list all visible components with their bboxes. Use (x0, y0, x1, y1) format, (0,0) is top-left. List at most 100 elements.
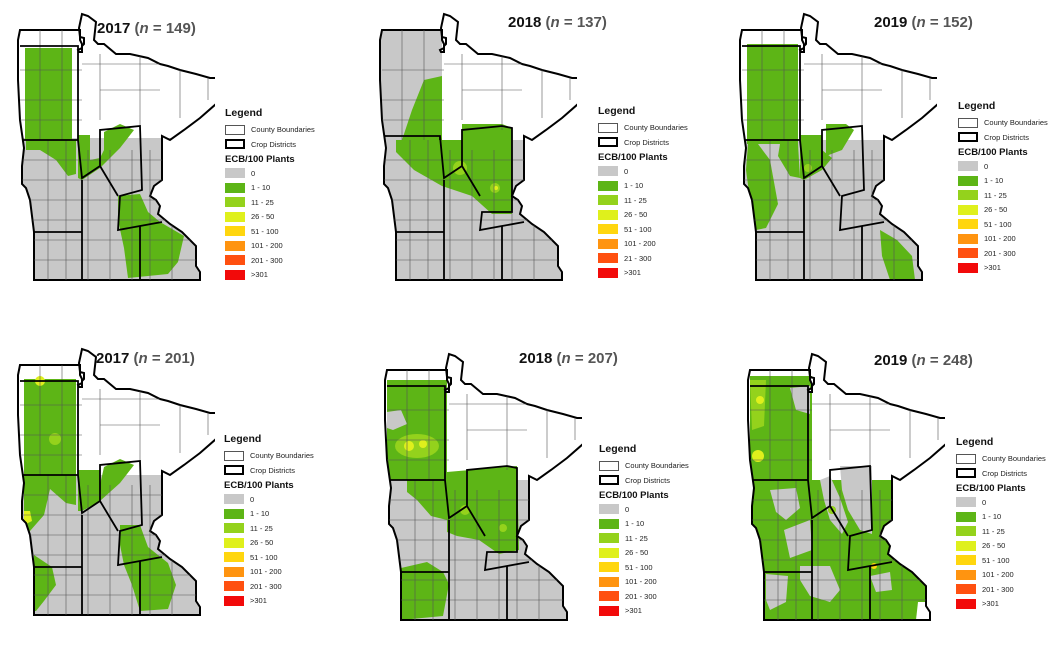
legend-class: 201 - 300 (956, 583, 1060, 596)
class-swatch (956, 555, 976, 565)
class-swatch (224, 494, 244, 504)
panel-title: 2017 (n = 201) (96, 350, 195, 367)
legend-class: 201 - 300 (958, 247, 1060, 260)
legend-title: Legend (958, 100, 996, 112)
year-label: 2017 (96, 350, 130, 367)
legend-class: >301 (958, 261, 1060, 274)
sample-size-value: 207 (587, 350, 613, 367)
legend-class: 11 - 25 (956, 525, 1060, 538)
minnesota-map (739, 13, 937, 281)
legend-class: 0 (225, 167, 345, 180)
legend-item-crop-districts: Crop Districts (598, 136, 718, 149)
class-swatch (599, 605, 619, 616)
legend-class: 51 - 100 (599, 561, 719, 574)
legend-title: Legend (224, 433, 262, 445)
class-swatch (958, 204, 978, 215)
class-swatch (225, 255, 245, 265)
legend-class: 0 (958, 160, 1060, 173)
legend-class: 26 - 50 (599, 546, 719, 559)
minnesota-map (379, 13, 577, 281)
year-label: 2019 (874, 352, 908, 369)
legend-class: 51 - 100 (956, 554, 1060, 567)
class-swatch (599, 533, 619, 543)
legend-class: 101 - 200 (225, 239, 345, 252)
class-swatch (224, 595, 244, 606)
county-boundary-swatch (598, 122, 618, 133)
legend-class: 1 - 10 (224, 507, 344, 520)
legend-class: 51 - 100 (958, 218, 1060, 231)
class-swatch (225, 211, 245, 222)
class-swatch (956, 569, 976, 580)
legend-class: 21 - 300 (598, 252, 718, 265)
map-legend: Legend County Boundaries Crop Districts … (956, 436, 1060, 612)
legend-class: >301 (599, 604, 719, 617)
legend-class: >301 (224, 594, 344, 607)
class-swatch (958, 262, 978, 273)
class-swatch (599, 576, 619, 587)
class-swatch (599, 547, 619, 558)
class-swatch (225, 197, 245, 207)
legend-class: 201 - 300 (225, 254, 345, 267)
sample-size-variable: n (138, 350, 148, 367)
sample-size-value: 149 (165, 20, 191, 37)
map-legend: Legend County Boundaries Crop Districts … (225, 107, 345, 283)
class-swatch (224, 552, 244, 562)
class-swatch (598, 166, 618, 176)
county-boundary-swatch (958, 117, 978, 128)
legend-title: Legend (598, 105, 636, 117)
legend-class: 1 - 10 (598, 179, 718, 192)
legend-class: 201 - 300 (599, 590, 719, 603)
legend-scale-title: ECB/100 Plants (956, 482, 1026, 494)
legend-item-county-boundaries: County Boundaries (225, 123, 345, 136)
sample-size-value: 248 (942, 352, 968, 369)
legend-class: 51 - 100 (225, 225, 345, 238)
class-swatch (598, 180, 618, 191)
legend-item-crop-districts: Crop Districts (599, 474, 719, 487)
class-swatch (598, 224, 618, 234)
panel-title: 2019 (n = 248) (874, 352, 973, 369)
class-swatch (956, 584, 976, 594)
legend-class: 1 - 10 (225, 181, 345, 194)
year-label: 2018 (508, 14, 542, 31)
class-swatch (958, 175, 978, 186)
map-panel-2019-248: 2019 (n = 248) Legend County Boundaries … (730, 340, 1060, 650)
year-label: 2019 (874, 14, 908, 31)
legend-class: 1 - 10 (956, 510, 1060, 523)
legend-item-county-boundaries: County Boundaries (598, 121, 718, 134)
legend-item-crop-districts: Crop Districts (956, 467, 1060, 480)
legend-class: 201 - 300 (224, 580, 344, 593)
crop-district-swatch (225, 139, 245, 149)
panel-title: 2018 (n = 137) (508, 14, 607, 31)
class-swatch (225, 226, 245, 236)
crop-district-swatch (224, 465, 244, 475)
class-swatch (599, 504, 619, 514)
class-swatch (599, 518, 619, 529)
map-panel-2018-207: 2018 (n = 207) Legend County Boundaries … (367, 340, 717, 650)
class-swatch (956, 511, 976, 522)
class-swatch (958, 219, 978, 229)
class-swatch (598, 238, 618, 249)
legend-scale-title: ECB/100 Plants (598, 151, 668, 163)
class-swatch (224, 508, 244, 519)
crop-district-swatch (958, 132, 978, 142)
sample-size-variable: n (550, 14, 560, 31)
legend-class: 101 - 200 (956, 568, 1060, 581)
county-boundary-swatch (225, 124, 245, 135)
class-swatch (956, 540, 976, 551)
legend-class: 26 - 50 (224, 536, 344, 549)
legend-class: 0 (956, 496, 1060, 509)
class-swatch (956, 526, 976, 536)
legend-class: 1 - 10 (599, 517, 719, 530)
legend-class: >301 (956, 597, 1060, 610)
class-swatch (224, 581, 244, 591)
legend-class: 51 - 100 (598, 223, 718, 236)
legend-class: 101 - 200 (598, 237, 718, 250)
legend-item-county-boundaries: County Boundaries (956, 452, 1060, 465)
county-boundary-swatch (956, 453, 976, 464)
sample-size-variable: n (916, 352, 926, 369)
legend-item-county-boundaries: County Boundaries (224, 449, 344, 462)
legend-class: 26 - 50 (225, 210, 345, 223)
legend-class: >301 (225, 268, 345, 281)
map-legend: Legend County Boundaries Crop Districts … (224, 433, 344, 609)
legend-class: 0 (599, 503, 719, 516)
